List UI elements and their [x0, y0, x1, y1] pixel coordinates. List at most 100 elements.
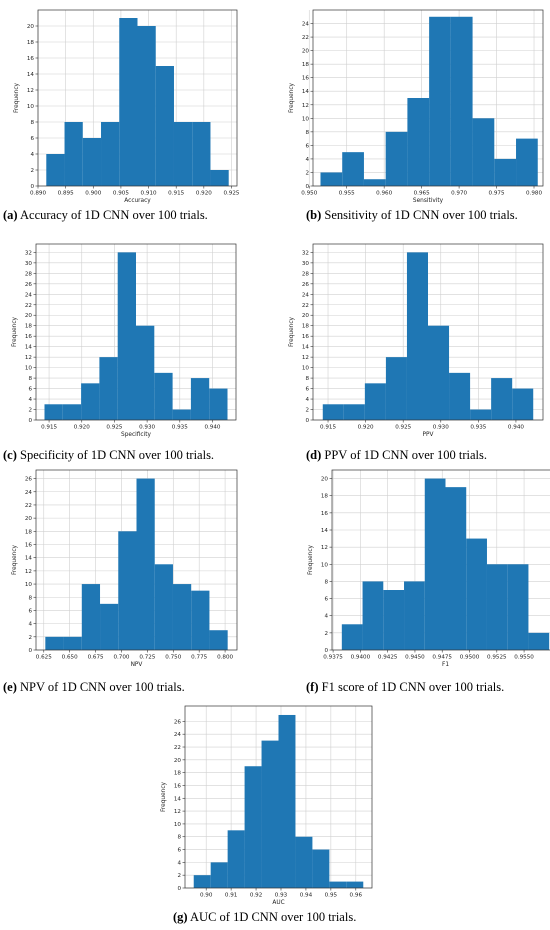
y-tick-label: 16	[302, 334, 310, 340]
x-tick-label: 0.910	[141, 191, 157, 197]
y-tick-label: 8	[30, 120, 34, 126]
panel-b: 0.950 0.955 0.960 0.965 0.970 0.975 0.980 0 2 4 6 8…	[275, 0, 550, 230]
histogram-bar	[528, 632, 550, 650]
x-tick-label: 0.915	[168, 191, 184, 197]
caption-f-text: F1 score of 1D CNN over 100 trials.	[318, 680, 505, 694]
y-tick-label: 0	[177, 886, 181, 892]
x-tick-label: 0.9525	[487, 655, 507, 661]
x-tick-label: 0.95	[325, 893, 338, 899]
x-tick-label: 0.625	[36, 655, 52, 661]
histogram-bar	[193, 875, 211, 888]
x-tick-label: 0.92	[250, 893, 262, 899]
histogram-bar	[466, 538, 487, 650]
y-tick-label: 10	[174, 822, 182, 828]
y-tick-label: 28	[25, 271, 33, 277]
x-tick-label: 0.96	[350, 893, 363, 899]
caption-a: (a) Accuracy of 1D CNN over 100 trials.	[3, 208, 208, 223]
y-axis-label: Frequency	[12, 316, 18, 347]
y-tick-label: 26	[25, 477, 33, 483]
x-axis-label: PPV	[423, 432, 434, 438]
x-tick-label: 0.775	[191, 655, 207, 661]
x-tick-label: 0.900	[85, 191, 101, 197]
histogram-bar	[428, 325, 450, 420]
panel-d: 0.915 0.920 0.925 0.930 0.935 0.940 0 2 4 6 8 10 12 1…	[275, 232, 550, 468]
y-tick-label: 24	[25, 292, 33, 298]
x-tick-label: 0.915	[320, 425, 336, 431]
histogram-bar	[494, 158, 517, 186]
caption-d-text: PPV of 1D CNN over 100 trials.	[321, 448, 488, 462]
y-tick-label: 0	[30, 184, 34, 190]
histogram-bar	[210, 862, 228, 888]
y-tick-label: 14	[302, 89, 310, 95]
x-tick-label: 0.915	[41, 425, 57, 431]
y-tick-label: 12	[302, 103, 309, 109]
y-tick-label: 6	[28, 608, 32, 614]
x-tick-label: 0.925	[395, 425, 411, 431]
histogram-bar	[44, 404, 63, 420]
histogram-bar	[64, 122, 83, 186]
x-tick-label: 0.940	[204, 425, 220, 431]
y-tick-label: 28	[302, 271, 310, 277]
y-axis-label: Frequency	[14, 82, 20, 113]
histogram-bar	[404, 581, 425, 650]
caption-a-text: Accuracy of 1D CNN over 100 trials.	[17, 208, 208, 222]
histogram-bar	[362, 581, 384, 650]
histogram-bar	[101, 122, 120, 186]
x-tick-label: 0.935	[172, 425, 188, 431]
x-axis-label: Specificity	[121, 432, 151, 438]
y-tick-label: 14	[25, 345, 33, 351]
caption-e: (e) NPV of 1D CNN over 100 trials.	[3, 680, 185, 695]
y-tick-label: 2	[28, 635, 32, 641]
histogram-ppv: 0.915 0.920 0.925 0.930 0.935 0.9400246810121…	[289, 243, 544, 438]
caption-b-text: Sensitivity of 1D CNN over 100 trials.	[321, 208, 518, 222]
y-tick-label: 14	[302, 345, 310, 351]
x-tick-label: 0.9475	[432, 655, 452, 661]
y-tick-label: 4	[28, 397, 32, 403]
caption-a-label: (a)	[3, 208, 18, 222]
x-tick-label: 0.975	[489, 191, 505, 197]
histogram-bar	[385, 131, 408, 186]
x-tick-label: 0.965	[414, 191, 430, 197]
histogram-bar	[118, 531, 137, 650]
histogram-bar	[507, 564, 529, 650]
y-tick-label: 14	[174, 796, 182, 802]
x-tick-label: 0.925	[106, 425, 122, 431]
x-tick-label: 0.750	[165, 655, 181, 661]
y-tick-label: 8	[28, 376, 32, 382]
panel-c: 0.915 0.920 0.925 0.930 0.935 0.940 0 2 4 6 8 10 12 1…	[0, 232, 275, 468]
histogram-bar	[383, 590, 405, 650]
histogram-bar	[295, 836, 313, 888]
y-tick-label: 0	[324, 648, 328, 654]
histogram-bar	[320, 172, 343, 186]
y-tick-label: 8	[324, 579, 328, 585]
x-axis-label: F1	[442, 662, 449, 668]
y-tick-label: 4	[177, 860, 181, 866]
y-tick-label: 30	[25, 261, 33, 267]
caption-d-label: (d)	[306, 448, 322, 462]
plot-frame	[37, 9, 238, 187]
histogram-bar	[406, 252, 428, 420]
histogram-bar	[117, 252, 136, 420]
x-tick-label: 0.9375	[323, 655, 343, 661]
x-tick-label: 0.930	[433, 425, 449, 431]
histogram-bar	[341, 624, 363, 650]
y-tick-label: 24	[174, 732, 182, 738]
histogram-bar	[329, 881, 347, 888]
y-axis-label: Frequency	[161, 781, 167, 812]
y-tick-label: 20	[25, 516, 33, 522]
y-tick-label: 10	[25, 582, 33, 588]
histogram-bar	[172, 584, 192, 650]
histogram-auc: 0.90 0.91 0.92 0.93 0.94 0.95 0.96024681012141…	[161, 705, 373, 906]
y-tick-label: 24	[302, 22, 310, 28]
x-tick-label: 0.94	[300, 893, 313, 899]
y-tick-label: 24	[302, 292, 310, 298]
histogram-bar	[516, 138, 538, 186]
plot-frame	[35, 469, 238, 651]
y-axis-label: Frequency	[289, 82, 295, 113]
histogram-bar	[173, 122, 193, 186]
histogram-bar	[172, 409, 191, 420]
x-tick-label: 0.650	[62, 655, 78, 661]
y-tick-label: 24	[25, 490, 33, 496]
y-tick-label: 8	[305, 376, 309, 382]
y-tick-label: 4	[305, 397, 309, 403]
